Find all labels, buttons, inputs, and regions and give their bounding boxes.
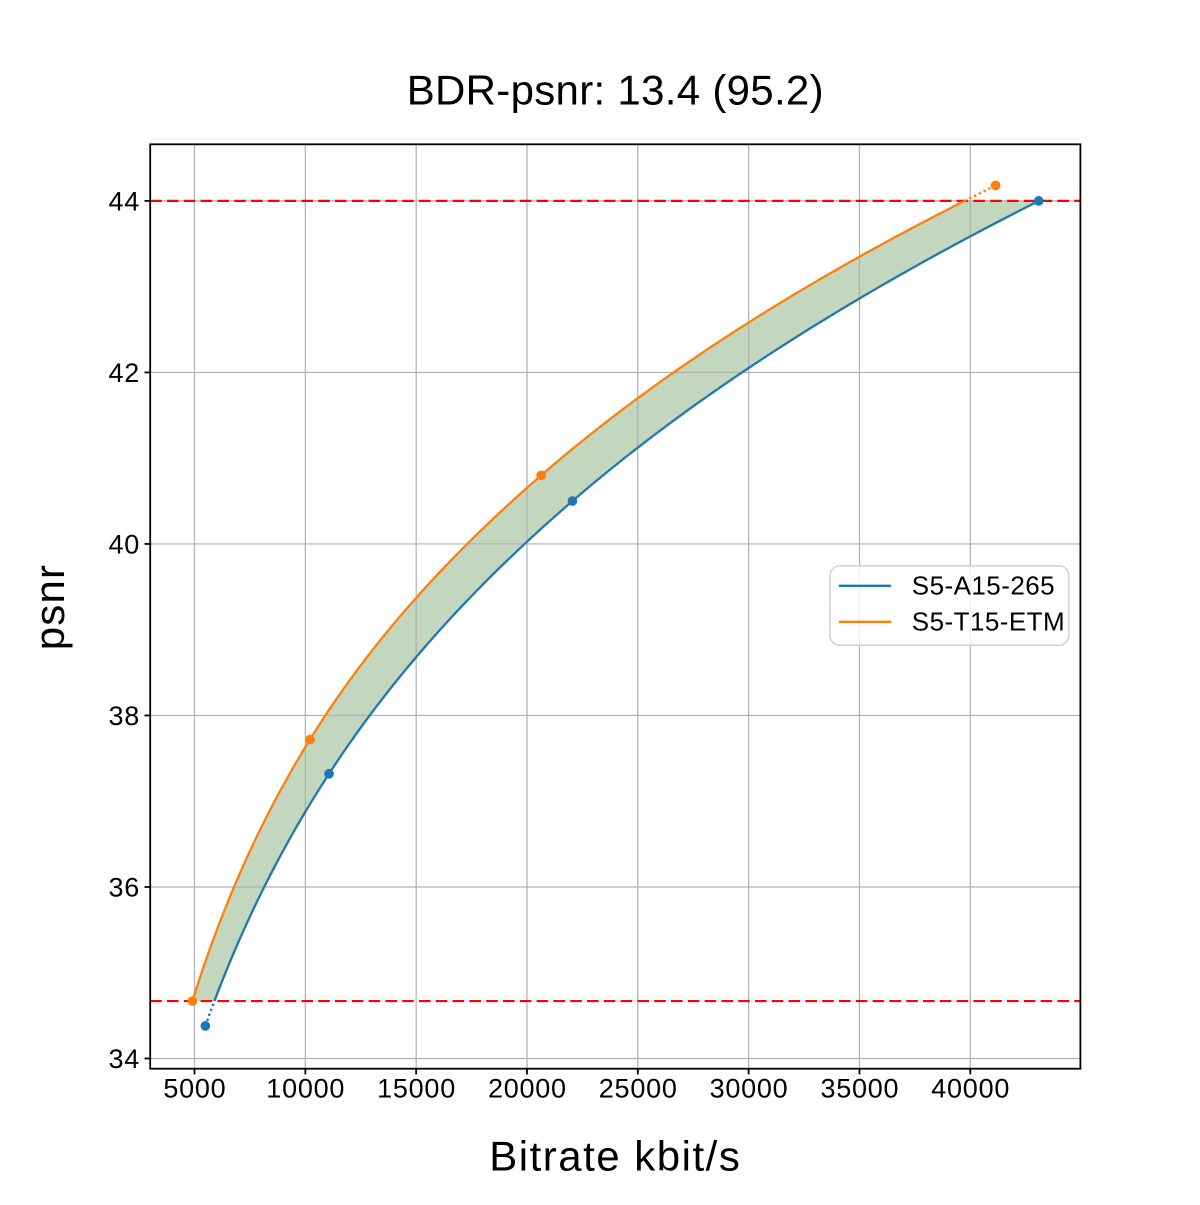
svg-text:40: 40 <box>108 530 140 560</box>
svg-text:42: 42 <box>108 358 140 388</box>
svg-text:44: 44 <box>108 187 140 217</box>
svg-text:S5-A15-265: S5-A15-265 <box>912 571 1055 601</box>
svg-text:36: 36 <box>108 873 140 903</box>
svg-text:40000: 40000 <box>931 1074 1010 1104</box>
svg-text:psnr: psnr <box>26 564 73 651</box>
svg-text:35000: 35000 <box>820 1074 899 1104</box>
svg-text:30000: 30000 <box>710 1074 789 1104</box>
svg-text:BDR-psnr: 13.4 (95.2): BDR-psnr: 13.4 (95.2) <box>407 67 824 114</box>
svg-text:38: 38 <box>108 701 140 731</box>
svg-text:20000: 20000 <box>488 1074 567 1104</box>
svg-text:Bitrate kbit/s: Bitrate kbit/s <box>489 1133 741 1180</box>
svg-text:15000: 15000 <box>377 1074 456 1104</box>
svg-text:25000: 25000 <box>599 1074 678 1104</box>
svg-text:5000: 5000 <box>163 1074 226 1104</box>
svg-text:34: 34 <box>108 1044 140 1074</box>
svg-text:10000: 10000 <box>266 1074 345 1104</box>
svg-text:S5-T15-ETM: S5-T15-ETM <box>912 606 1065 636</box>
